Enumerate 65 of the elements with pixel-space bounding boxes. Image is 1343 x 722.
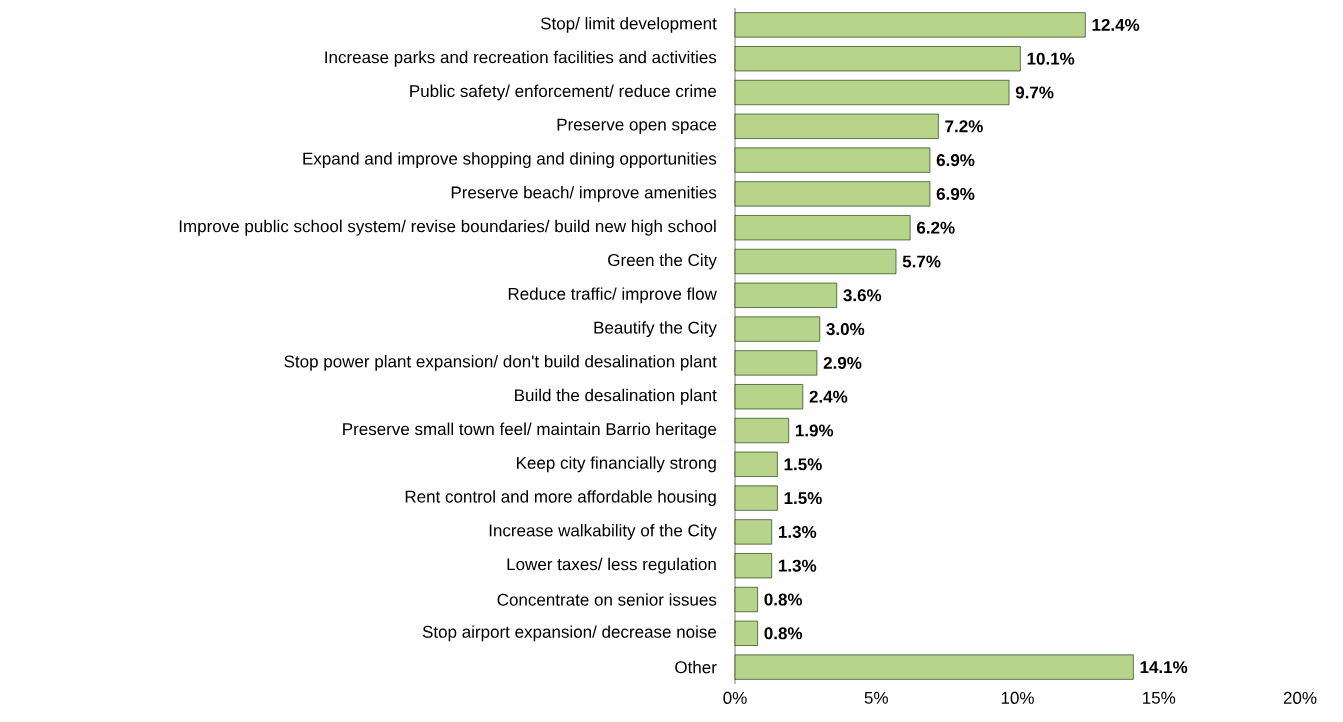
bar xyxy=(734,12,1086,38)
bar xyxy=(734,519,773,545)
bar xyxy=(734,215,911,241)
y-tick-label: Stop airport expansion/ decrease noise xyxy=(422,625,717,642)
y-tick-label: Lower taxes/ less regulation xyxy=(507,557,716,574)
data-label: 1.5% xyxy=(784,458,822,471)
data-label: 9.7% xyxy=(1015,86,1054,99)
data-label: 0.8% xyxy=(764,593,803,606)
bar xyxy=(734,620,758,646)
bar xyxy=(734,181,931,207)
bar xyxy=(734,586,758,613)
data-label: 3.6% xyxy=(843,289,882,302)
x-tick-label: 15% xyxy=(1143,691,1176,704)
bar xyxy=(734,113,939,139)
data-label: 1.9% xyxy=(795,424,834,437)
data-label: 1.3% xyxy=(779,559,817,572)
bar xyxy=(734,147,931,173)
y-tick-label: Concentrate on senior issues xyxy=(497,593,717,606)
data-label: 6.9% xyxy=(936,187,975,200)
y-tick-label: Increase parks and recreation facilities and activities xyxy=(325,50,717,67)
y-tick-label: Green the City xyxy=(608,253,717,270)
y-tick-label: Stop power plant expansion/ don't build desalination plant xyxy=(284,354,717,371)
bar xyxy=(734,553,773,579)
y-tick-label: Other xyxy=(675,660,717,674)
x-tick-label: 5% xyxy=(864,691,888,704)
bar xyxy=(734,350,818,376)
bar xyxy=(734,248,897,275)
y-tick-label: Preserve small town feel/ maintain Barrio heritage xyxy=(343,422,717,439)
y-tick-label: Improve public school system/ revise boundaries/ build new high school xyxy=(179,219,716,236)
x-tick-label: 10% xyxy=(1001,691,1034,704)
x-tick-label: 20% xyxy=(1283,691,1317,704)
data-label: 1.5% xyxy=(784,492,822,505)
y-tick-label: Increase walkability of the City xyxy=(489,523,717,540)
bar xyxy=(734,384,804,410)
x-tick-label: 0% xyxy=(723,691,747,704)
y-tick-label: Stop/ limit development xyxy=(540,16,717,33)
bar xyxy=(734,485,778,511)
bar xyxy=(734,451,778,477)
bar xyxy=(734,417,789,444)
data-label: 12.4% xyxy=(1092,18,1140,31)
data-label: 2.4% xyxy=(809,390,848,403)
data-label: 0.8% xyxy=(764,627,803,640)
y-tick-label: Expand and improve shopping and dining opportunities xyxy=(303,152,717,169)
data-label: 6.9% xyxy=(936,154,975,167)
y-tick-label: Public safety/ enforcement/ reduce crime xyxy=(410,84,717,101)
data-label: 5.7% xyxy=(902,255,941,268)
data-label: 7.2% xyxy=(945,120,983,133)
y-tick-label: Rent control and more affordable housing xyxy=(405,490,716,507)
y-tick-label: Build the desalination plant xyxy=(515,388,717,405)
data-label: 2.9% xyxy=(823,356,862,369)
y-tick-label: Reduce traffic/ improve flow xyxy=(508,287,717,304)
bar xyxy=(734,654,1134,680)
bar xyxy=(734,79,1010,106)
data-label: 10.1% xyxy=(1027,52,1075,65)
data-label: 6.2% xyxy=(916,221,955,234)
y-tick-label: Preserve beach/ improve amenities xyxy=(451,185,717,202)
data-label: 14.1% xyxy=(1140,661,1188,674)
data-label: 3.0% xyxy=(826,323,865,336)
data-label: 1.3% xyxy=(779,525,817,538)
bar xyxy=(734,282,837,308)
bar xyxy=(734,316,821,342)
y-tick-label: Beautify the City xyxy=(594,321,717,338)
y-tick-label: Preserve open space xyxy=(557,118,717,134)
y-tick-label: Keep city financially strong xyxy=(517,456,716,473)
bar xyxy=(734,46,1021,72)
